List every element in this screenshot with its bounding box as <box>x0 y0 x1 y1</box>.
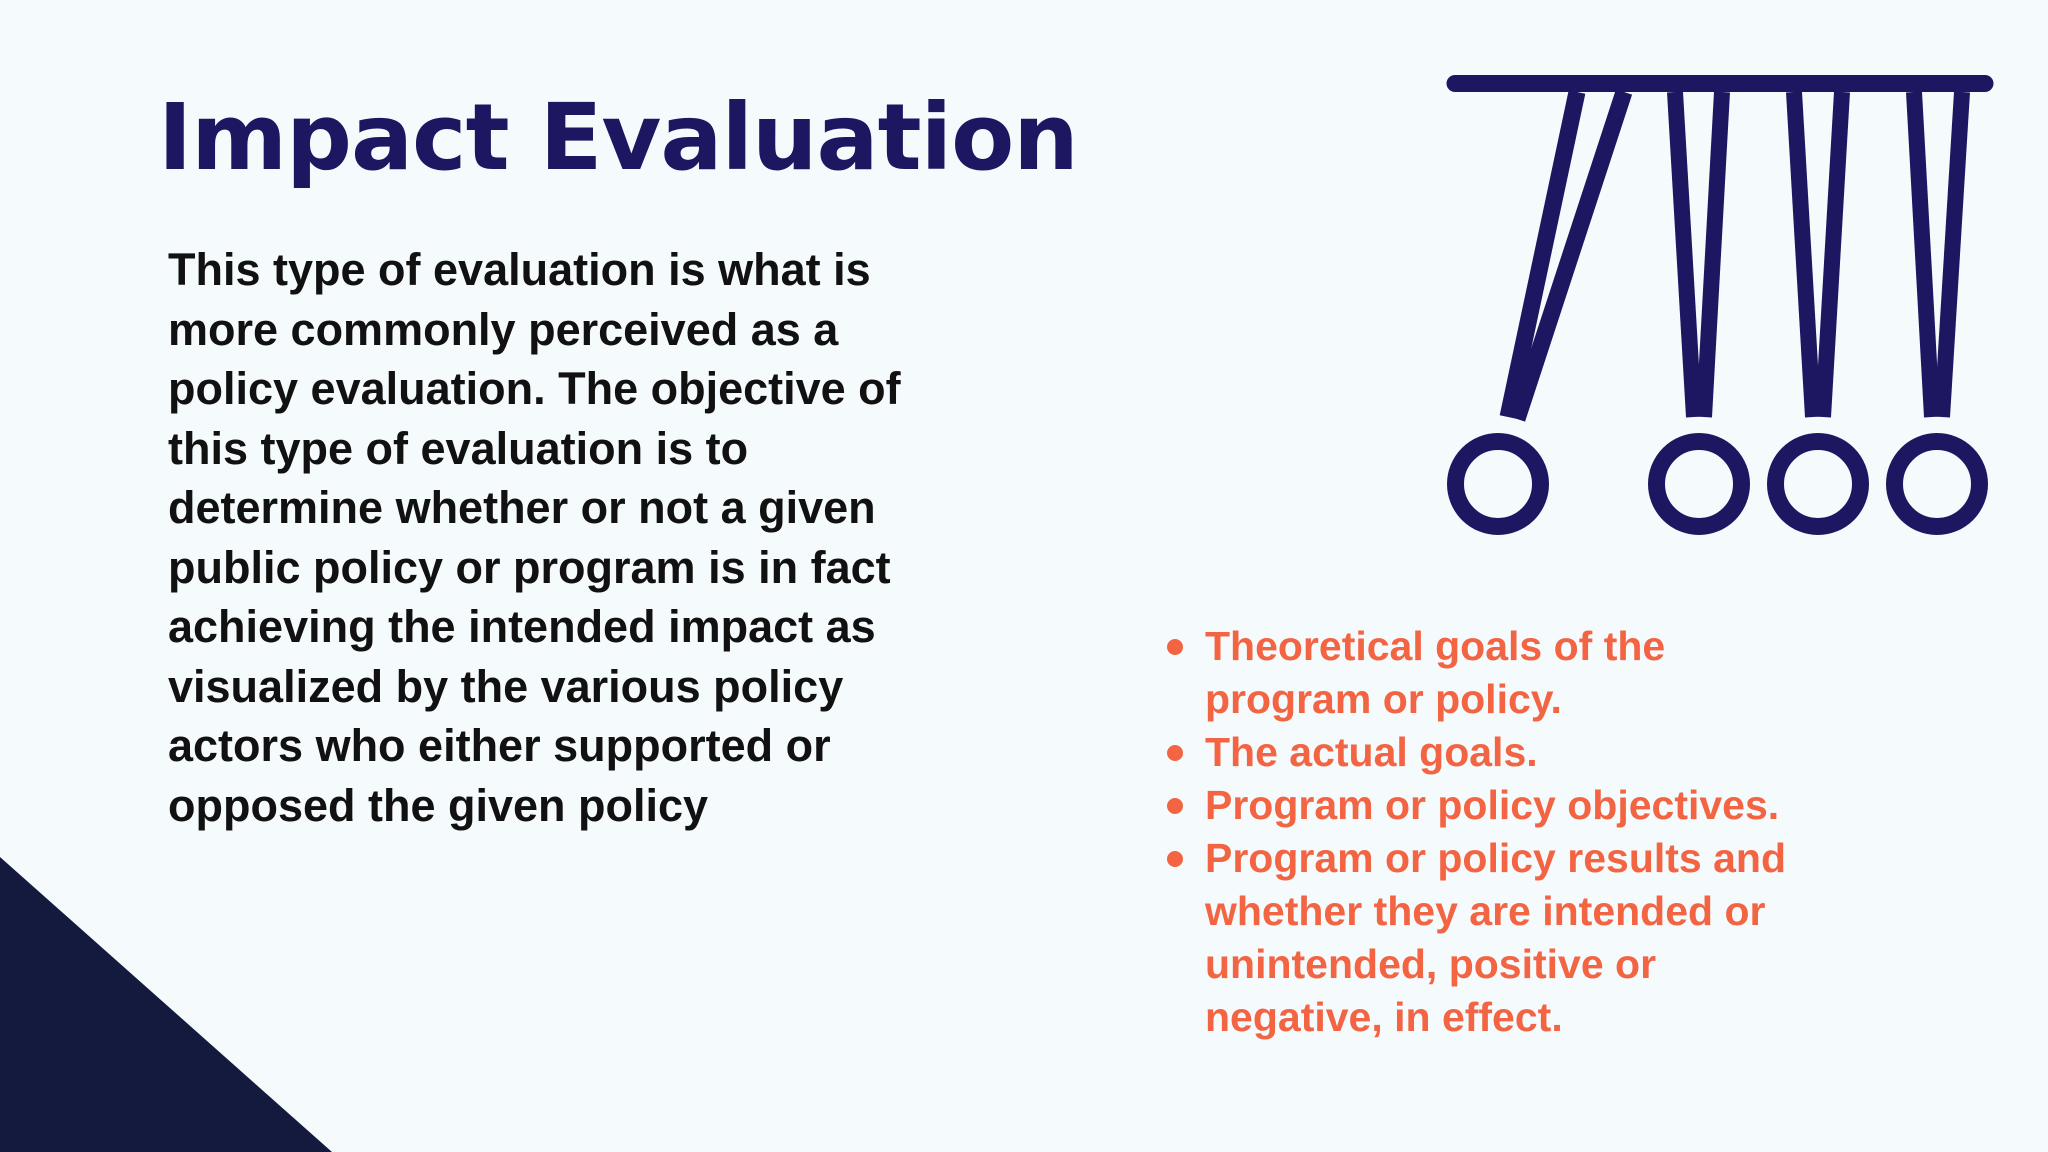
body-line: policy evaluation. The objective of <box>168 363 901 414</box>
body-line: public policy or program is in fact <box>168 541 891 593</box>
body-line: visualized by the various policy <box>168 660 844 712</box>
bullet-dot-icon <box>1167 639 1183 655</box>
body-paragraph: This type of evaluation is what is more … <box>168 240 1008 835</box>
bullet-item-objectives: Program or policy objectives. <box>1166 779 1886 832</box>
corner-triangle-decoration <box>0 857 332 1152</box>
bullet-dot-icon <box>1167 851 1183 867</box>
body-line: actors who either supported or <box>168 720 831 771</box>
body-line: achieving the intended impact as <box>168 601 876 652</box>
body-line: more commonly perceived as a <box>168 303 839 355</box>
bullet-item-theoretical-goals: Theoretical goals of the program or poli… <box>1166 620 1886 726</box>
bullet-text: program or policy. <box>1205 676 1562 722</box>
bullet-list: Theoretical goals of the program or poli… <box>1166 620 1886 1044</box>
bullet-text: Program or policy objectives. <box>1205 782 1780 828</box>
bullet-item-results: Program or policy results and whether th… <box>1166 832 1886 1044</box>
body-line: this type of evaluation is to <box>168 422 749 474</box>
bullet-text: The actual goals. <box>1205 729 1538 775</box>
bullet-dot-icon <box>1167 745 1183 761</box>
newtons-cradle-icon <box>1446 75 1994 535</box>
bullet-text: Program or policy results and <box>1205 835 1786 881</box>
bullet-text: whether they are intended or <box>1205 888 1766 934</box>
body-line: determine whether or not a given <box>168 482 876 533</box>
slide-title: Impact Evaluation <box>158 84 1079 191</box>
bullet-dot-icon <box>1167 798 1183 814</box>
bullet-text: negative, in effect. <box>1205 994 1563 1040</box>
bullet-item-actual-goals: The actual goals. <box>1166 726 1886 779</box>
body-line: This type of evaluation is what is <box>168 244 871 295</box>
body-line: opposed the given policy <box>168 779 709 831</box>
bullet-text: unintended, positive or <box>1205 941 1657 987</box>
bullet-text: Theoretical goals of the <box>1205 623 1666 669</box>
